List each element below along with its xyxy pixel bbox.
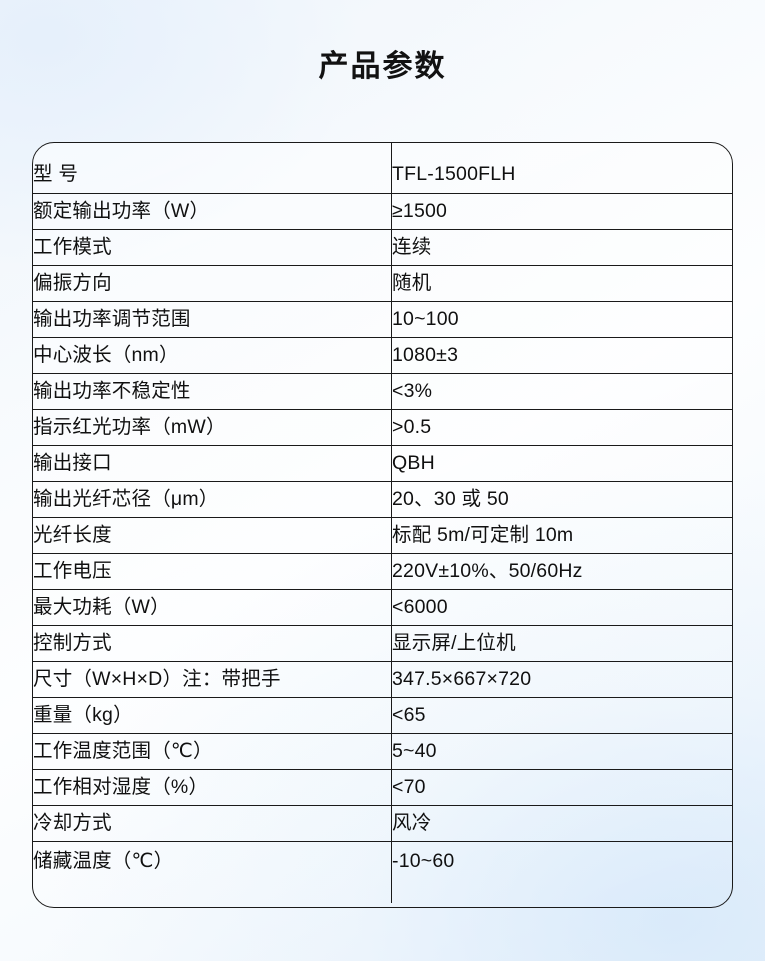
spec-label-cell: 中心波长（nm）	[33, 337, 392, 374]
table-row: 中心波长（nm） 1080±3	[33, 337, 732, 374]
table-row: 额定输出功率（W） ≥1500	[33, 193, 732, 230]
spec-value-cell: QBH	[391, 445, 732, 482]
spec-label-cell: 输出光纤芯径（μm）	[33, 481, 392, 518]
spec-table: 型 号 TFL-1500FLH 额定输出功率（W） ≥1500 工作模式 连续 偏振方向 随机…	[33, 143, 732, 903]
spec-value-cell: 连续	[391, 229, 732, 266]
spec-value-cell: 1080±3	[391, 337, 732, 374]
spec-label-cell: 指示红光功率（mW）	[33, 409, 392, 446]
page-title-wrapper: 产品参数	[0, 47, 765, 87]
spec-value-cell: 220V±10%、50/60Hz	[391, 553, 732, 590]
table-row: 最大功耗（W） <6000	[33, 589, 732, 626]
spec-label-cell: 偏振方向	[33, 265, 392, 302]
spec-value-cell: 标配 5m/可定制 10m	[391, 517, 732, 554]
table-row: 重量（kg） <65	[33, 697, 732, 734]
spec-label-cell: 储藏温度（℃）	[33, 841, 392, 903]
table-row: 输出接口 QBH	[33, 445, 732, 482]
spec-label-cell: 工作温度范围（℃）	[33, 733, 392, 770]
spec-label-cell: 型 号	[33, 143, 392, 194]
spec-value-cell: TFL-1500FLH	[391, 143, 732, 194]
spec-label-cell: 重量（kg）	[33, 697, 392, 734]
spec-value-cell: 20、30 或 50	[391, 481, 732, 518]
table-row: 储藏温度（℃） -10~60	[33, 841, 732, 903]
spec-label-cell: 最大功耗（W）	[33, 589, 392, 626]
table-row: 输出功率不稳定性 <3%	[33, 373, 732, 410]
spec-value-cell: 风冷	[391, 805, 732, 842]
spec-value-cell: <70	[391, 769, 732, 806]
spec-value-cell: 5~40	[391, 733, 732, 770]
table-row: 控制方式 显示屏/上位机	[33, 625, 732, 662]
spec-value-cell: 347.5×667×720	[391, 661, 732, 698]
table-row: 输出功率调节范围 10~100	[33, 301, 732, 338]
spec-label-cell: 冷却方式	[33, 805, 392, 842]
spec-label-cell: 输出功率不稳定性	[33, 373, 392, 410]
table-row: 型 号 TFL-1500FLH	[33, 143, 732, 194]
spec-value-cell: 随机	[391, 265, 732, 302]
spec-value-cell: 显示屏/上位机	[391, 625, 732, 662]
spec-value-cell: ≥1500	[391, 193, 732, 230]
spec-value-cell: >0.5	[391, 409, 732, 446]
table-row: 工作模式 连续	[33, 229, 732, 266]
spec-label-cell: 额定输出功率（W）	[33, 193, 392, 230]
spec-value-cell: 10~100	[391, 301, 732, 338]
table-row: 工作电压 220V±10%、50/60Hz	[33, 553, 732, 590]
spec-label-cell: 光纤长度	[33, 517, 392, 554]
spec-label-cell: 工作电压	[33, 553, 392, 590]
spec-value-cell: <3%	[391, 373, 732, 410]
table-row: 指示红光功率（mW） >0.5	[33, 409, 732, 446]
spec-value-cell: <6000	[391, 589, 732, 626]
spec-label-cell: 工作模式	[33, 229, 392, 266]
spec-label-cell: 尺寸（W×H×D）注：带把手	[33, 661, 392, 698]
table-row: 输出光纤芯径（μm） 20、30 或 50	[33, 481, 732, 518]
spec-label-cell: 输出功率调节范围	[33, 301, 392, 338]
page-title: 产品参数	[318, 49, 447, 84]
table-row: 工作相对湿度（%） <70	[33, 769, 732, 806]
table-row: 偏振方向 随机	[33, 265, 732, 302]
table-row: 光纤长度 标配 5m/可定制 10m	[33, 517, 732, 554]
table-row: 尺寸（W×H×D）注：带把手 347.5×667×720	[33, 661, 732, 698]
spec-table-card: 型 号 TFL-1500FLH 额定输出功率（W） ≥1500 工作模式 连续 偏振方向 随机…	[32, 142, 733, 908]
table-row: 工作温度范围（℃） 5~40	[33, 733, 732, 770]
spec-label-cell: 控制方式	[33, 625, 392, 662]
table-row: 冷却方式 风冷	[33, 805, 732, 842]
spec-label-cell: 工作相对湿度（%）	[33, 769, 392, 806]
spec-value-cell: -10~60	[392, 849, 455, 872]
spec-table-body: 型 号 TFL-1500FLH 额定输出功率（W） ≥1500 工作模式 连续 偏振方向 随机…	[33, 143, 732, 903]
spec-label-cell: 输出接口	[33, 445, 392, 482]
spec-value-cell: <65	[391, 697, 732, 734]
